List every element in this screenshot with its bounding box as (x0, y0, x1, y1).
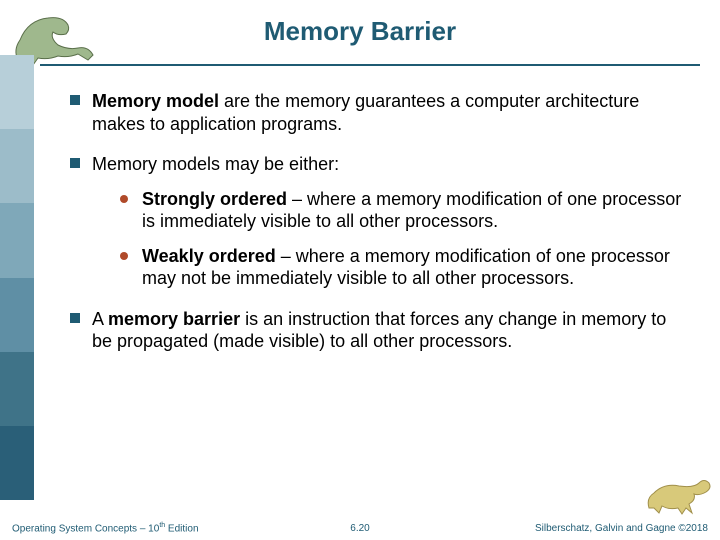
footer-center: 6.20 (350, 523, 369, 534)
slide-title: Memory Barrier (0, 10, 720, 47)
bold-text: Memory model (92, 91, 219, 111)
slide: Memory Barrier Memory model are the memo… (0, 0, 720, 540)
bullet-item: Memory model are the memory guarantees a… (70, 90, 690, 135)
sidebar-decoration (0, 55, 34, 500)
content-area: Memory model are the memory guarantees a… (70, 90, 690, 495)
title-underline (40, 64, 700, 66)
sub-bullet-item: Strongly ordered – where a memory modifi… (120, 188, 690, 233)
bold-text: Strongly ordered (142, 189, 287, 209)
sidebar-seg (0, 352, 34, 426)
title-row: Memory Barrier (0, 10, 720, 60)
footer-text: Operating System Concepts – 10 (12, 523, 159, 534)
footer-right: Silberschatz, Galvin and Gagne ©2018 (535, 523, 708, 534)
dinosaur-icon (644, 468, 714, 518)
sidebar-seg (0, 278, 34, 352)
body-text: A (92, 309, 108, 329)
sidebar-seg (0, 203, 34, 277)
footer-left: Operating System Concepts – 10th Edition (12, 522, 199, 534)
footer: Operating System Concepts – 10th Edition… (0, 514, 720, 534)
bullet-item: A memory barrier is an instruction that … (70, 308, 690, 353)
body-text: Memory models may be either: (92, 154, 339, 174)
footer-text: Edition (165, 523, 198, 534)
sidebar-seg (0, 129, 34, 203)
sidebar-seg (0, 55, 34, 129)
sub-bullet-item: Weakly ordered – where a memory modifica… (120, 245, 690, 290)
bold-text: memory barrier (108, 309, 240, 329)
bullet-item: Memory models may be either: Strongly or… (70, 153, 690, 290)
bold-text: Weakly ordered (142, 246, 281, 266)
sidebar-seg (0, 426, 34, 500)
